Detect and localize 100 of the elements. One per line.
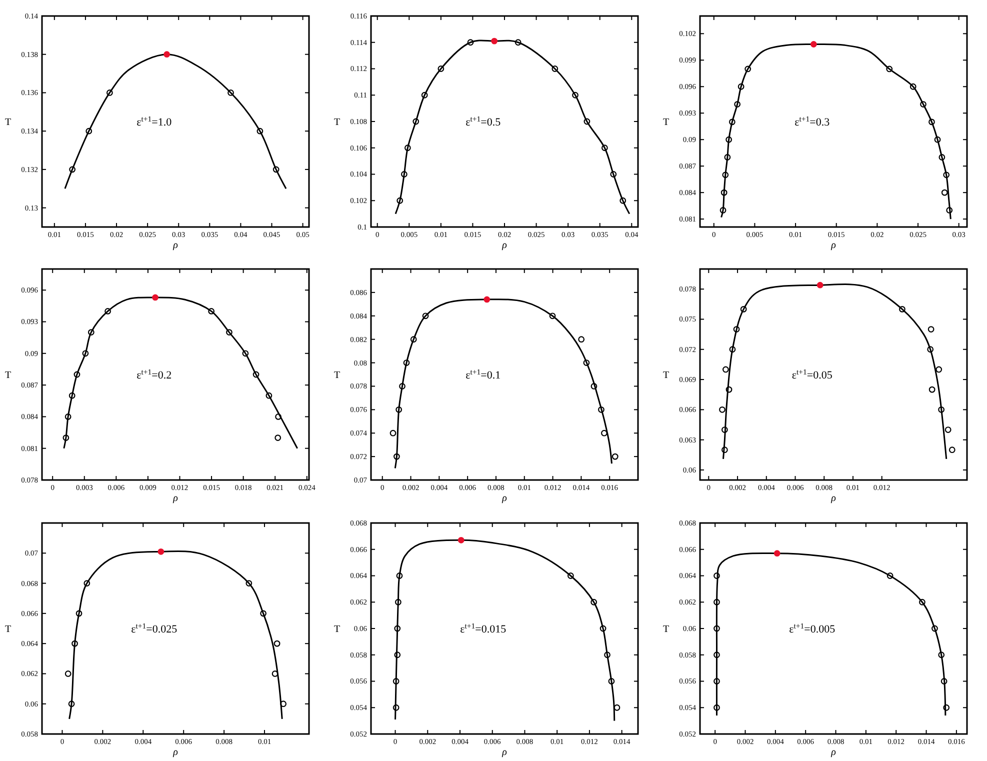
point — [394, 453, 400, 460]
point — [567, 572, 574, 579]
point — [719, 406, 726, 413]
point — [614, 704, 620, 711]
point — [208, 308, 215, 314]
annotation: ε$^{t+1}$=0.3 — [794, 114, 830, 129]
point — [726, 386, 732, 393]
point — [74, 371, 80, 378]
point — [940, 678, 948, 684]
point — [410, 336, 417, 343]
point — [938, 154, 946, 160]
point — [886, 66, 893, 72]
point — [899, 306, 906, 312]
point — [938, 406, 945, 413]
annotation: ε$^{t+1}$=0.025 — [131, 621, 178, 636]
point — [726, 136, 732, 143]
x-axis-title: ρ — [172, 747, 178, 758]
y-axis-title: T — [662, 624, 670, 635]
point — [152, 294, 158, 301]
y-axis-title: T — [334, 624, 340, 635]
point — [242, 350, 249, 357]
x-axis-title: ρ — [830, 747, 836, 758]
point — [721, 426, 728, 433]
point — [396, 572, 403, 579]
point — [467, 39, 474, 46]
point — [920, 101, 926, 108]
point — [64, 670, 72, 677]
point — [943, 172, 950, 178]
point — [946, 207, 953, 214]
point — [421, 92, 428, 98]
point — [275, 414, 282, 420]
point — [928, 118, 935, 126]
point — [72, 640, 78, 647]
x-axis-title: ρ — [172, 493, 178, 504]
point — [590, 598, 598, 606]
point — [578, 336, 585, 343]
point — [68, 392, 76, 399]
point — [272, 166, 280, 173]
point — [612, 453, 618, 460]
point — [68, 700, 75, 708]
point — [948, 446, 956, 454]
x-axis-title: ρ — [501, 240, 508, 251]
point — [404, 144, 411, 152]
point — [744, 66, 752, 72]
point — [76, 610, 82, 617]
point — [86, 128, 92, 134]
y-axis-title: T — [4, 370, 12, 381]
point — [720, 189, 728, 196]
point — [412, 118, 420, 125]
point — [394, 598, 402, 606]
point — [106, 90, 113, 96]
point — [274, 434, 282, 441]
point — [69, 166, 76, 173]
x-axis-title: ρ — [501, 747, 508, 758]
point — [390, 430, 396, 436]
point — [810, 41, 817, 48]
point — [458, 536, 464, 544]
annotation: ε$^{t+1}$=0.005 — [789, 621, 836, 636]
x-axis-title: ρ — [501, 493, 508, 504]
point — [272, 670, 278, 677]
point — [928, 386, 936, 393]
point — [728, 118, 736, 126]
point — [932, 625, 938, 632]
y-axis-title: T — [662, 116, 670, 128]
point — [938, 652, 945, 658]
point — [403, 360, 410, 366]
y-axis-title: T — [334, 370, 340, 381]
point — [549, 312, 556, 320]
point — [583, 360, 590, 366]
point — [252, 371, 260, 378]
point — [396, 406, 402, 413]
point — [280, 700, 287, 708]
point — [608, 678, 615, 684]
point — [724, 154, 731, 160]
point — [600, 625, 606, 632]
point — [164, 51, 170, 58]
point — [514, 39, 522, 46]
point — [714, 572, 720, 579]
point — [720, 207, 726, 214]
x-axis-title: ρ — [172, 240, 178, 251]
point — [82, 350, 89, 357]
y-axis-title: T — [662, 370, 670, 381]
point — [64, 414, 72, 420]
point — [886, 572, 894, 579]
point — [392, 678, 400, 684]
point — [552, 66, 558, 72]
point — [601, 144, 608, 152]
point — [927, 346, 934, 353]
point — [394, 625, 401, 632]
point — [392, 704, 400, 711]
x-axis-title: ρ — [830, 493, 836, 504]
point — [620, 197, 626, 204]
point — [604, 652, 610, 658]
point — [601, 430, 608, 436]
annotation: ε$^{t+1}$=0.05 — [792, 367, 833, 382]
point — [816, 282, 824, 288]
y-axis-title: T — [4, 624, 12, 635]
point — [721, 446, 728, 454]
point — [572, 92, 578, 98]
point — [714, 598, 720, 606]
